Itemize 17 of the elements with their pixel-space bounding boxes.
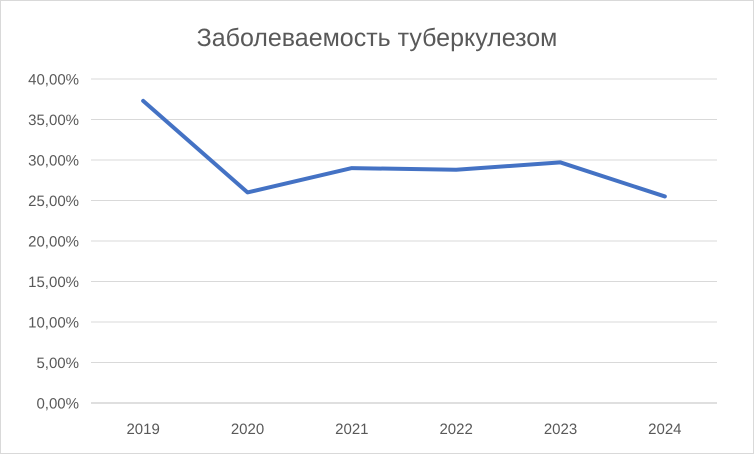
y-tick-label: 10,00% [28, 314, 79, 332]
x-tick-label: 2022 [439, 421, 473, 438]
x-tick-label: 2019 [126, 421, 160, 438]
y-tick-label: 20,00% [28, 233, 79, 250]
x-tick-label: 2021 [335, 421, 369, 438]
y-tick-label: 25,00% [28, 192, 79, 210]
y-tick-label: 40,00% [28, 71, 79, 88]
x-tick-label: 2023 [544, 421, 578, 438]
x-tick-label: 2020 [230, 421, 264, 438]
x-tick-label: 2024 [648, 421, 682, 438]
y-tick-label: 5,00% [36, 354, 79, 372]
line-series [141, 98, 667, 198]
y-tick-label: 30,00% [28, 152, 79, 170]
y-tick-label: 35,00% [28, 112, 79, 129]
y-tick-label: 0,00% [36, 395, 79, 412]
chart-title: Заболеваемость туберкулезом [196, 24, 558, 52]
y-tick-label: 15,00% [28, 274, 79, 291]
